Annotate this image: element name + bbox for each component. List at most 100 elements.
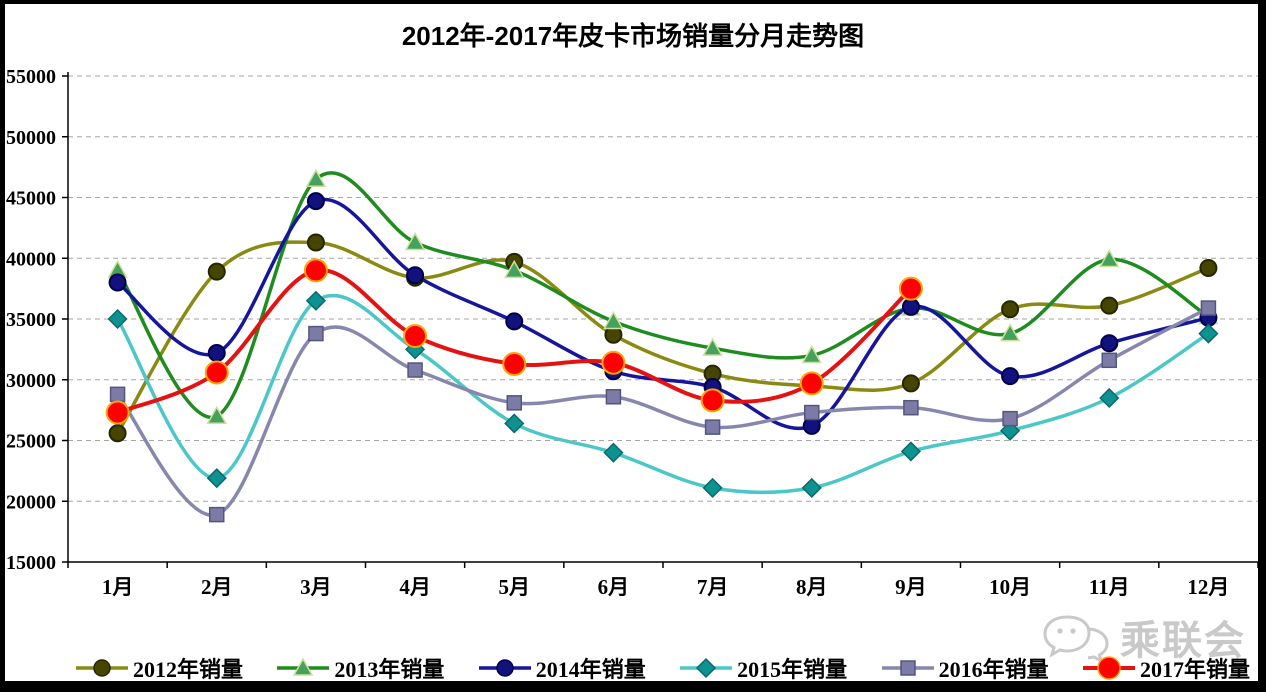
watermark-text: 乘联会 [1120,619,1246,663]
legend-marker-square-icon [881,660,934,676]
data-point-2014-m1 [108,273,127,292]
x-axis-month-label: 2月 [201,575,233,599]
wechat-icon [1043,615,1109,663]
data-point-2012-m3 [306,233,325,252]
data-point-2012-m1 [108,424,127,443]
y-axis-tick-label: 55000 [6,66,56,88]
legend-label: 2014年销量 [535,657,646,682]
legend-marker-shape [93,659,111,677]
legend-marker-shape [1097,656,1121,680]
data-point-2013-m6 [603,310,624,330]
legend-marker-circle-icon [1082,656,1135,680]
data-point-2015-m11 [1099,387,1120,409]
x-axis-month-label: 8月 [796,575,828,599]
data-point-2013-m2 [206,405,228,424]
x-axis-month-label: 5月 [499,575,531,599]
x-axis-month-label: 6月 [598,575,630,599]
data-point-2012-m10 [1001,300,1020,319]
data-point-2017-m1 [105,400,130,425]
legend-item-2017: 2017年销量 [1081,652,1250,684]
data-point-2016-m2 [209,506,225,523]
legend-marker-triangle-icon [277,657,330,676]
data-point-2013-m11 [1098,248,1120,268]
data-point-2016-m3 [308,325,324,342]
data-point-2016-m12 [1200,300,1217,316]
data-point-2013-m8 [801,344,823,364]
data-point-2015-m5 [504,413,525,434]
data-point-2015-m6 [603,442,624,463]
data-point-2015-m8 [801,477,822,498]
data-point-2016-m5 [506,395,522,411]
chart-title: 2012年-2017年皮卡市场销量分月走势图 [401,21,865,51]
data-point-2017-m9 [898,276,923,301]
data-point-2014-m5 [505,312,524,331]
x-axis-month-label: 12月 [1187,575,1229,599]
data-point-2017-m4 [403,324,428,349]
data-point-2016-m7 [704,419,721,435]
data-point-2015-m2 [206,468,227,489]
data-point-2015-m3 [305,290,326,311]
data-point-2013-m10 [999,323,1021,342]
legend-marker-circle-icon [478,659,531,677]
y-axis-tick-label: 15000 [6,552,56,574]
legend-label: 2015年销量 [737,657,848,682]
x-axis-month-label: 4月 [399,575,431,599]
data-point-2015-m7 [702,477,723,498]
data-point-2015-m12 [1198,323,1219,344]
data-point-2012-m2 [207,262,226,281]
legend-item-2016: 2016年销量 [880,652,1049,684]
legend-marker-shape [899,660,916,676]
data-point-2016-m9 [903,399,919,416]
data-point-2015-m9 [900,441,921,462]
data-point-2017-m2 [204,360,229,385]
legend-label: 2017年销量 [1139,657,1250,682]
data-point-2017-m3 [303,258,328,283]
x-axis-month-label: 11月 [1089,575,1130,599]
x-axis-month-label: 10月 [989,575,1031,599]
x-axis-month-label: 1月 [102,575,134,599]
data-point-2016-m4 [407,362,423,378]
legend-marker-circle-icon [76,659,128,677]
legend-marker-shape [496,659,514,677]
legend-label: 2012年销量 [133,657,244,682]
data-point-2014-m3 [306,192,325,211]
legend-label: 2016年销量 [938,657,1049,682]
data-point-2013-m7 [702,337,723,356]
watermark: 乘联会 [1040,608,1246,666]
data-point-2014-m8 [802,416,821,435]
data-point-2013-m4 [404,231,426,251]
data-point-2014-m2 [207,344,226,363]
y-axis-tick-label: 40000 [6,248,56,270]
legend-marker-shape [293,657,314,676]
legend-marker-diamond-icon [680,657,733,679]
data-point-2017-m7 [700,388,725,413]
legend-label: 2013年销量 [334,657,445,682]
x-axis-month-label: 7月 [697,575,729,599]
legend-item-2014: 2014年销量 [477,652,646,684]
y-axis-tick-label: 35000 [6,309,56,331]
data-point-2016-m10 [1002,410,1018,427]
y-axis-tick-label: 25000 [6,431,56,453]
data-point-2013-m3 [305,168,327,188]
data-point-2016-m8 [804,404,820,421]
data-point-2014-m4 [406,266,425,285]
data-point-2014-m10 [1001,367,1020,386]
legend-item-2015: 2015年销量 [678,652,847,684]
data-point-2014-m9 [901,297,920,316]
data-point-2012-m11 [1100,296,1119,315]
data-point-2012-m9 [901,374,920,393]
data-point-2015-m1 [107,308,128,330]
data-point-2017-m5 [502,351,527,376]
legend-marker-shape [696,657,717,679]
legend-item-2012: 2012年销量 [74,652,243,684]
y-axis-tick-label: 50000 [6,127,56,149]
y-axis-tick-label: 20000 [6,491,56,513]
chart-legend: 2012年销量 2013年销量 2014年销量 2015年销量 2016年销量 2017年… [74,652,1250,684]
data-point-2012-m12 [1199,258,1218,277]
data-point-2017-m6 [601,350,626,375]
data-point-2013-m5 [503,259,525,279]
data-point-2016-m11 [1101,352,1117,369]
data-point-2016-m6 [605,389,622,405]
x-axis-month-label: 9月 [895,575,927,599]
